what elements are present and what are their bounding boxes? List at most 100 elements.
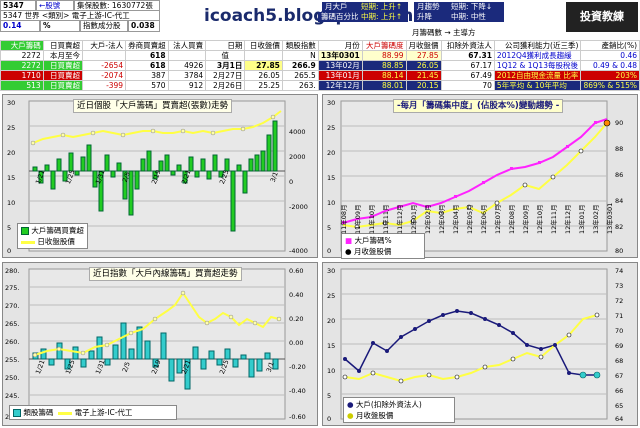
legend-label: 類股籌碼 <box>23 408 54 417</box>
cell: 513 <box>0 80 44 91</box>
daily-chips-legend: 大戶籌碼買賣超 日收盤股價 <box>17 223 88 249</box>
cell: 4926 <box>167 60 207 71</box>
y-tick: 275. <box>5 284 20 292</box>
monthly-holders-legend: ● 大戶(扣除外資法人) ● 月收盤股價 <box>343 397 455 423</box>
col-head: 扣除外資法人 <box>440 40 495 51</box>
x-tick: 12年02月 <box>424 204 432 234</box>
cell: 12年12月 <box>317 80 363 91</box>
cell: 387 <box>125 70 169 81</box>
cell: 570 <box>125 80 169 91</box>
col-head: 公司獲利能力(近三季) <box>493 40 582 51</box>
index-ratio: 0.038 <box>128 20 160 32</box>
y-tick: 245. <box>5 392 20 400</box>
monthly-holders-plot <box>340 268 608 420</box>
cell: 1Q12 & 1Q13每股稅後 <box>493 60 582 71</box>
cell: 0.46 <box>580 50 640 61</box>
cell: 26.05 <box>405 60 442 71</box>
y-tick: 20 <box>7 149 16 157</box>
y-tick: 265. <box>5 320 20 328</box>
legend-bar-swatch <box>21 227 29 235</box>
x-tick: 11年12月 <box>396 204 404 234</box>
y2-tick: 80 <box>615 247 624 255</box>
cell: 日買賣超 <box>42 80 84 91</box>
y-tick: 255. <box>5 356 20 364</box>
x-tick: 11年08月 <box>340 204 348 234</box>
cell: 2272 <box>0 50 44 61</box>
x-tick: 12年09月 <box>522 204 530 234</box>
cell: 13年01月 <box>317 70 363 81</box>
col-head: 月收盤價 <box>405 40 442 51</box>
col-head: 月份 <box>317 40 363 51</box>
cell: 67.31 <box>440 50 495 61</box>
cell: 67.49 <box>440 70 495 81</box>
col-head: 類股指數 <box>281 40 319 51</box>
cell: 5年平均 & 10年平均 <box>493 80 582 91</box>
legend-line-swatch <box>58 411 73 415</box>
legend-label: 大戶籌碼買賣超 <box>31 226 84 235</box>
y2-tick: 68 <box>615 357 624 365</box>
y2-tick: 72 <box>615 297 624 305</box>
y-tick: 270. <box>5 302 20 310</box>
y-tick: 5 <box>7 224 12 232</box>
legend-circle-icon: ● <box>345 247 352 256</box>
cell: 13年02月 <box>317 60 363 71</box>
table-row: 2272 日買賣超 -2654 618 4926 3月1日 27.85 266.… <box>0 60 640 71</box>
cell: 本月至今 <box>42 50 84 61</box>
cell: 日買賣超 <box>42 70 84 81</box>
cell: 70 <box>440 80 495 91</box>
monthly-holders-chart: 30 25 20 15 10 5 0 74 73 72 71 70 69 68 … <box>322 262 638 426</box>
y-tick: 15 <box>7 174 16 182</box>
cell: 0.49 & 0.48 <box>580 60 640 71</box>
big-holder-label: 月大戶 <box>322 2 358 12</box>
col-head: 日期 <box>205 40 246 51</box>
y2-tick: 66 <box>615 387 624 395</box>
y2-tick: -4000 <box>289 247 308 255</box>
col-head: 日買賣超 <box>42 40 84 51</box>
logo[interactable]: 投資教練 <box>566 2 638 32</box>
short-trend: 短期: 上升↑ <box>358 2 408 12</box>
y2-tick: 0.40 <box>289 291 304 299</box>
y-tick: 260. <box>5 338 20 346</box>
cell: 88.01 <box>361 80 407 91</box>
month-trend-label: 月趨勢 <box>414 2 448 12</box>
cell: 2272 <box>0 60 44 71</box>
monthly-concentration-title: -每月「籌碼集中度」(佔股本%)變動趨勢 - <box>393 99 564 113</box>
cell: 日買賣超 <box>42 60 84 71</box>
mid-trend: 中期: 上升↑ <box>358 12 408 22</box>
y-tick: 30 <box>327 267 336 275</box>
y2-tick: 0.60 <box>289 267 304 275</box>
legend-label: 電子上游-IC-代工 <box>74 408 133 417</box>
col-head: 大戶-法人 <box>81 40 127 51</box>
y2-tick: 65 <box>615 402 624 410</box>
cell: 912 <box>167 80 207 91</box>
cell: 2012自由現金流量 比率 <box>493 70 582 81</box>
cell <box>81 50 127 61</box>
y2-tick: 90 <box>615 119 624 127</box>
header: 5347 ←股號 集保股數: 1630772張 5347 世界 <類別> 電子上… <box>0 0 640 40</box>
cell: 618 <box>125 50 169 61</box>
y-tick: 250. <box>5 374 20 382</box>
y2-tick: -0.20 <box>289 363 306 371</box>
cell: 265.5 <box>281 70 319 81</box>
y-tick: 20 <box>327 317 336 325</box>
cell <box>244 50 283 61</box>
cell: 13年0301 <box>317 50 363 61</box>
y2-tick: 64 <box>615 415 624 423</box>
y-tick: 30 <box>7 99 16 107</box>
y2-tick: 74 <box>615 267 624 275</box>
legend-square-icon: ■ <box>345 236 353 245</box>
x-tick: 12年07月 <box>494 204 502 234</box>
y-tick: 5 <box>327 224 332 232</box>
daily-chips-plot <box>28 100 286 252</box>
y-tick: 20 <box>327 149 336 157</box>
y2-tick: 0.00 <box>289 339 304 347</box>
y2-tick: 4000 <box>289 128 306 136</box>
table-row: 1710 日買賣超 -2074 387 3784 2月27日 26.05 265… <box>0 70 640 81</box>
y-tick: 280. <box>5 267 20 275</box>
cell <box>167 50 207 61</box>
y2-tick: 86 <box>615 171 624 179</box>
cell: 1710 <box>0 70 44 81</box>
table-header-row: 大戶籌碼 日買賣超 大戶-法人 券商買賣超 法人買賣 日期 日收盤價 類股指數 … <box>0 40 640 51</box>
daily-chips-chart: 近日個股「大戶籌碼」買賣超(張數)走勢 30 25 20 15 10 5 0 4… <box>2 94 318 258</box>
x-tick: 13年01月 <box>578 204 586 234</box>
